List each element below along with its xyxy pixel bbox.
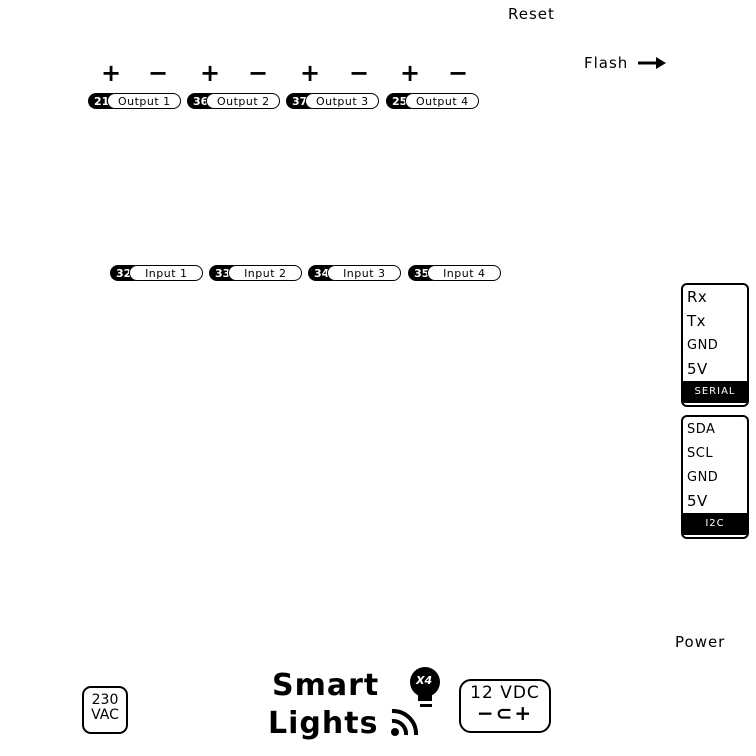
logo-line2: Lights (268, 706, 379, 741)
output-3-pin: 37 (286, 93, 312, 109)
i2c-pin-gnd: GND (687, 469, 719, 485)
input-2-name: Input 2 (228, 265, 303, 281)
input-4-pill: 35 Input 4 (408, 265, 502, 281)
i2c-pin-5v: 5V (687, 492, 708, 510)
output-2-name: Output 2 (206, 93, 281, 109)
input-4-name: Input 4 (427, 265, 502, 281)
dc-voltage-badge: 12 VDC −⊂+ (459, 679, 551, 733)
output-4-name: Output 4 (405, 93, 480, 109)
i2c-pin-sda: SDA (687, 421, 716, 437)
output-3-minus: − (349, 59, 370, 87)
input-1-name: Input 1 (129, 265, 204, 281)
input-4-pin: 35 (408, 265, 434, 281)
output-1-pin: 21 (88, 93, 114, 109)
serial-pin-gnd: GND (687, 337, 719, 353)
reset-label: Reset (508, 5, 555, 23)
serial-pin-5v: 5V (687, 360, 708, 378)
input-1-pin: 32 (110, 265, 136, 281)
i2c-pin-scl: SCL (687, 445, 714, 461)
dc-polarity: −⊂+ (476, 701, 534, 725)
output-3-pill: 37 Output 3 (286, 93, 380, 109)
serial-connector: Rx Tx GND 5V SERIAL (681, 283, 749, 407)
i2c-title: I2C (683, 513, 747, 535)
ac-voltage-line2: VAC (91, 707, 119, 723)
logo-line1: Smart (272, 668, 380, 703)
output-2-plus: + (200, 59, 221, 87)
output-3-plus: + (300, 59, 321, 87)
ac-voltage-badge: 230 VAC (82, 686, 128, 734)
flash-label: Flash (584, 54, 629, 72)
input-3-pill: 34 Input 3 (308, 265, 402, 281)
dc-voltage-line1: 12 VDC (470, 683, 540, 703)
output-1-plus: + (101, 59, 122, 87)
serial-pin-tx: Tx (687, 312, 707, 330)
output-2-pill: 36 Output 2 (187, 93, 281, 109)
input-2-pill: 33 Input 2 (209, 265, 303, 281)
serial-title: SERIAL (683, 381, 747, 403)
serial-pin-rx: Rx (687, 288, 708, 306)
ac-voltage-line1: 230 (91, 692, 119, 708)
output-1-pill: 21 Output 1 (88, 93, 182, 109)
output-4-minus: − (448, 59, 469, 87)
output-4-pill: 25 Output 4 (386, 93, 480, 109)
output-1-name: Output 1 (107, 93, 182, 109)
output-1-minus: − (148, 59, 169, 87)
bulb-icon (410, 667, 440, 707)
input-2-pin: 33 (209, 265, 235, 281)
input-1-pill: 32 Input 1 (110, 265, 204, 281)
output-4-pin: 25 (386, 93, 412, 109)
input-3-pin: 34 (308, 265, 334, 281)
arrow-right-icon (638, 57, 666, 69)
i2c-connector: SDA SCL GND 5V I2C (681, 415, 749, 539)
output-2-pin: 36 (187, 93, 213, 109)
power-label: Power (675, 633, 726, 651)
input-3-name: Input 3 (327, 265, 402, 281)
output-3-name: Output 3 (305, 93, 380, 109)
logo-badge: X4 (416, 674, 433, 687)
output-4-plus: + (400, 59, 421, 87)
output-2-minus: − (248, 59, 269, 87)
wifi-icon (391, 708, 419, 736)
